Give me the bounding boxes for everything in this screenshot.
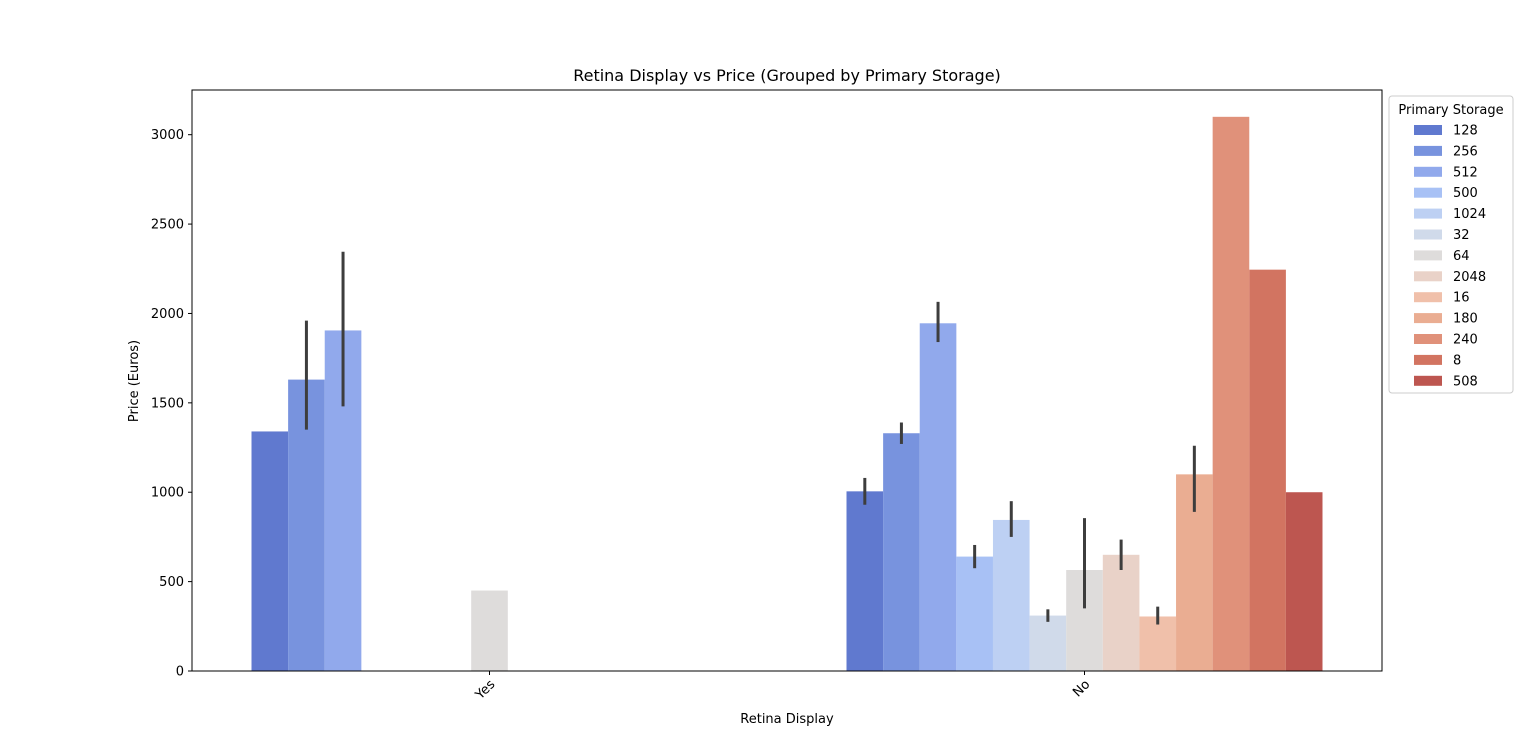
- bar-no-508: [1285, 492, 1323, 671]
- legend-label-512: 512: [1453, 165, 1478, 180]
- legend-label-240: 240: [1453, 333, 1478, 348]
- y-axis: 0 500 1000 1500 2000 2500 3000: [151, 128, 192, 680]
- y-tick-label: 1500: [151, 396, 184, 411]
- legend-label-1024: 1024: [1453, 207, 1486, 222]
- y-axis-label: Price (Euros): [127, 340, 142, 422]
- legend-label-16: 16: [1453, 291, 1470, 306]
- bar-no-16: [1139, 616, 1177, 671]
- legend-swatch-256: [1414, 145, 1442, 156]
- error-bars-group: [304, 251, 1196, 625]
- legend-label-8: 8: [1453, 353, 1461, 368]
- x-axis: Yes No: [472, 671, 1093, 703]
- legend-swatch-512: [1414, 166, 1442, 177]
- bar-yes-128: [251, 431, 289, 671]
- bar-no-500: [956, 556, 993, 671]
- y-tick-label: 1000: [151, 486, 184, 501]
- legend-swatch-180: [1414, 313, 1442, 324]
- bar-no-256: [883, 433, 920, 671]
- y-tick-label: 2500: [151, 218, 184, 233]
- legend-label-180: 180: [1453, 312, 1478, 327]
- legend-label-128: 128: [1453, 124, 1478, 139]
- x-axis-label: Retina Display: [740, 712, 834, 727]
- legend-frame: [1388, 95, 1514, 394]
- x-tick-label: No: [1070, 677, 1093, 700]
- bar-yes-64: [471, 590, 508, 671]
- legend-label-500: 500: [1453, 186, 1478, 201]
- legend-label-64: 64: [1453, 249, 1470, 264]
- legend-swatch-128: [1414, 125, 1442, 135]
- y-tick-label: 0: [176, 665, 184, 680]
- legend-label-256: 256: [1453, 144, 1478, 159]
- bar-no-8: [1249, 269, 1286, 671]
- bar-no-2048: [1102, 554, 1140, 671]
- legend-swatch-64: [1414, 250, 1442, 261]
- bar-no-32: [1029, 615, 1067, 671]
- legend-items: 128 256 512 500 1024 32 64 2048 16 180 240 8 508: [1414, 124, 1486, 389]
- x-tick-label: Yes: [472, 677, 498, 703]
- legend-swatch-16: [1414, 292, 1442, 303]
- legend-swatch-8: [1414, 354, 1442, 365]
- legend-swatch-508: [1414, 375, 1442, 386]
- plot-frame: [191, 89, 1383, 672]
- y-tick-label: 3000: [151, 128, 184, 143]
- legend-swatch-240: [1414, 334, 1442, 344]
- legend: Primary Storage 128 256 512 500 1024 32 64 2048…: [1388, 95, 1514, 394]
- y-tick-label: 500: [159, 575, 184, 590]
- bar-no-240: [1212, 116, 1250, 671]
- chart-title: Retina Display vs Price (Grouped by Prim…: [573, 66, 1001, 85]
- bar-no-128: [846, 491, 884, 671]
- legend-swatch-1024: [1414, 208, 1442, 219]
- legend-label-2048: 2048: [1453, 270, 1486, 285]
- legend-swatch-32: [1414, 229, 1442, 240]
- bars-group: [251, 116, 1323, 671]
- bar-no-1024: [992, 519, 1030, 671]
- legend-swatch-500: [1414, 187, 1442, 198]
- legend-title: Primary Storage: [1398, 103, 1503, 118]
- legend-label-508: 508: [1453, 374, 1478, 389]
- legend-swatch-2048: [1414, 271, 1442, 282]
- bar-no-512: [919, 323, 957, 671]
- y-tick-label: 2000: [151, 307, 184, 322]
- legend-label-32: 32: [1453, 228, 1470, 243]
